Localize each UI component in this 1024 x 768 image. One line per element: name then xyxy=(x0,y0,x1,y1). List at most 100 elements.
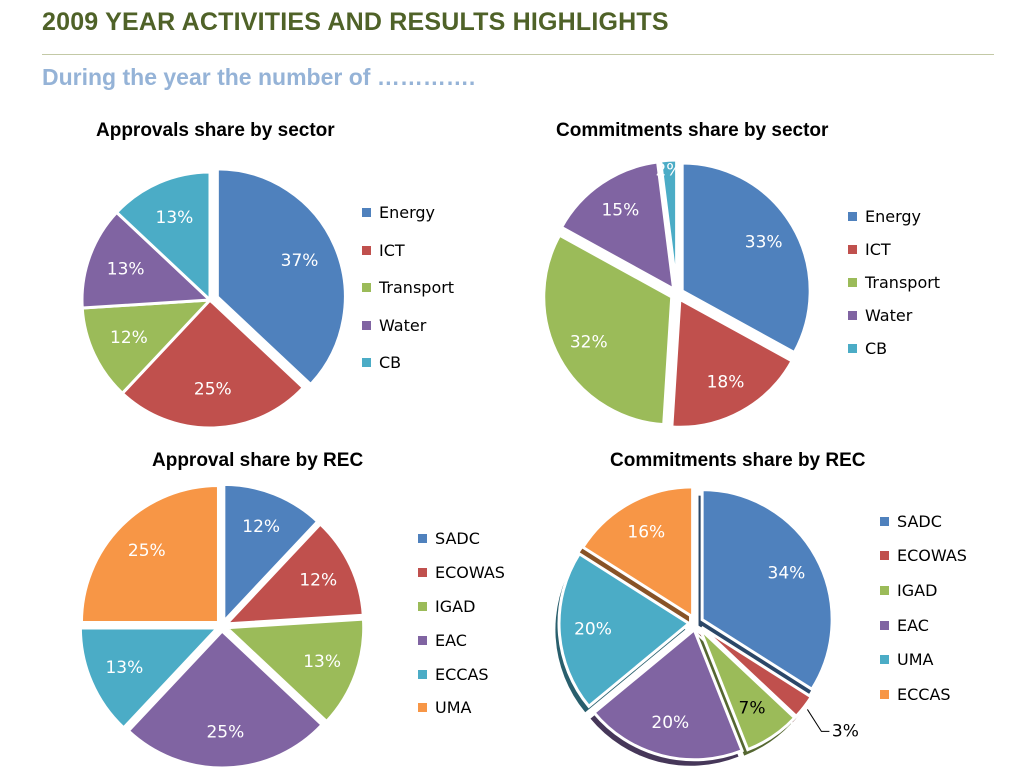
legend-item-eccas: ECCAS xyxy=(418,657,505,691)
label-group: 33% 18% 32% 15% 2% xyxy=(570,161,783,393)
chart-commitments-by-sector: Commitments share by sector 33% 18% 32% 15%… xyxy=(512,118,1024,448)
slice-igad xyxy=(698,627,797,752)
legend: Energy ICT Transport Water CB xyxy=(362,194,454,382)
slice-cb xyxy=(114,170,212,304)
slice-sadc xyxy=(222,482,320,626)
data-label-igad: 13% xyxy=(303,652,341,672)
data-label-uma: 20% xyxy=(574,619,612,639)
pie-svg: 12% 12% 13% 25% 13% 25% xyxy=(78,482,366,768)
legend-swatch xyxy=(880,689,889,699)
legend-item-eccas: ECCAS xyxy=(880,677,967,712)
slice-eccas xyxy=(580,485,695,620)
legend-swatch xyxy=(362,245,371,255)
legend-label: EAC xyxy=(435,630,467,650)
leader-line-ecowas xyxy=(806,709,830,732)
legend-swatch xyxy=(418,601,427,611)
data-label-sadc: 12% xyxy=(242,517,280,537)
legend-label: EAC xyxy=(897,615,929,635)
legend-swatch xyxy=(418,669,427,679)
data-label-energy: 33% xyxy=(745,233,783,253)
legend-label: ECCAS xyxy=(897,684,951,704)
data-label-eccas: 16% xyxy=(627,523,665,543)
data-label-ecowas: 3% xyxy=(832,721,859,741)
chart-title: Approval share by REC xyxy=(152,450,364,471)
data-label-eac: 25% xyxy=(206,722,244,742)
legend-swatch xyxy=(880,585,889,595)
legend-label: Water xyxy=(379,315,427,335)
legend-label: Transport xyxy=(865,273,941,292)
pie-svg: 34% 3% 7% 20% 20% 16% xyxy=(555,485,859,766)
legend-item-uma: UMA xyxy=(880,642,967,677)
label-group: 34% 3% 7% 20% 20% 16% xyxy=(574,523,859,742)
slice-eccas xyxy=(78,626,221,730)
legend-label: ECOWAS xyxy=(435,563,505,583)
legend-label: CB xyxy=(379,353,402,373)
legend-label: Energy xyxy=(379,203,436,223)
slice-energy xyxy=(215,167,347,387)
legend-label: Transport xyxy=(379,278,455,298)
slice-group xyxy=(78,482,366,768)
legend-item-uma: UMA xyxy=(418,691,505,725)
data-label-cb: 2% xyxy=(655,161,682,181)
legend-item-energy: Energy xyxy=(362,194,454,232)
pie-svg: 33% 18% 32% 15% 2% xyxy=(542,158,812,429)
legend-swatch xyxy=(880,516,889,526)
slice-ecowas xyxy=(700,626,814,719)
slice-group xyxy=(542,158,812,429)
slice-transport xyxy=(80,298,214,396)
slice-sadc xyxy=(700,488,834,692)
legend-swatch xyxy=(880,551,889,561)
legend-item-energy: Energy xyxy=(848,200,940,233)
legend-label: SADC xyxy=(897,511,942,531)
legend-swatch xyxy=(880,655,889,665)
slide-subtitle: During the year the number of …………. xyxy=(42,64,476,90)
data-label-water: 13% xyxy=(107,260,145,280)
slice-cb xyxy=(658,158,679,289)
data-label-uma: 25% xyxy=(128,541,166,561)
chart-title: Commitments share by sector xyxy=(556,120,829,141)
slice-ecowas xyxy=(222,521,365,626)
legend-item-sadc: SADC xyxy=(880,504,967,539)
chart-approval-by-rec: Approval share by REC 12% 12% 13% 25% 13% 25%… xyxy=(0,448,512,768)
data-label-eccas: 13% xyxy=(105,658,143,678)
data-label-eac: 20% xyxy=(651,713,689,733)
legend-item-eac: EAC xyxy=(880,608,967,643)
legend-swatch xyxy=(418,703,427,713)
legend-swatch xyxy=(848,212,857,221)
data-label-igad: 7% xyxy=(739,698,766,718)
data-label-transport: 32% xyxy=(570,333,608,353)
legend-item-ecowas: ECOWAS xyxy=(880,539,967,574)
legend-label: UMA xyxy=(897,650,934,670)
legend-label: ICT xyxy=(379,240,405,260)
legend-item-igad: IGAD xyxy=(418,590,505,624)
legend-item-eac: EAC xyxy=(418,623,505,657)
title-rule xyxy=(42,54,994,55)
data-label-energy: 37% xyxy=(281,251,319,271)
legend-swatch xyxy=(362,358,371,368)
legend: Energy ICT Transport Water CB xyxy=(848,200,940,365)
legend-item-cb: CB xyxy=(848,332,940,365)
label-group: 37% 25% 12% 13% 13% xyxy=(107,208,319,400)
legend-swatch xyxy=(848,344,857,353)
legend-label: SADC xyxy=(435,529,480,549)
data-label-sadc: 34% xyxy=(768,563,806,583)
slice-igad xyxy=(223,617,366,724)
legend-item-water: Water xyxy=(362,307,454,345)
slice-ict xyxy=(670,296,795,429)
slice-group xyxy=(557,485,834,762)
legend-item-cb: CB xyxy=(362,344,454,382)
legend-swatch xyxy=(848,278,857,287)
legend-swatch xyxy=(418,568,427,578)
legend-swatch xyxy=(418,534,427,544)
legend-swatch xyxy=(848,311,857,320)
data-label-ict: 18% xyxy=(707,372,745,392)
legend-swatch xyxy=(418,635,427,645)
slice-transport xyxy=(542,233,674,427)
legend-item-transport: Transport xyxy=(362,269,454,307)
data-label-transport: 12% xyxy=(110,328,148,348)
legend-label: ICT xyxy=(865,240,891,259)
data-label-cb: 13% xyxy=(156,208,194,228)
slice-uma xyxy=(557,551,692,709)
legend-item-water: Water xyxy=(848,299,940,332)
data-label-ecowas: 12% xyxy=(299,571,337,591)
